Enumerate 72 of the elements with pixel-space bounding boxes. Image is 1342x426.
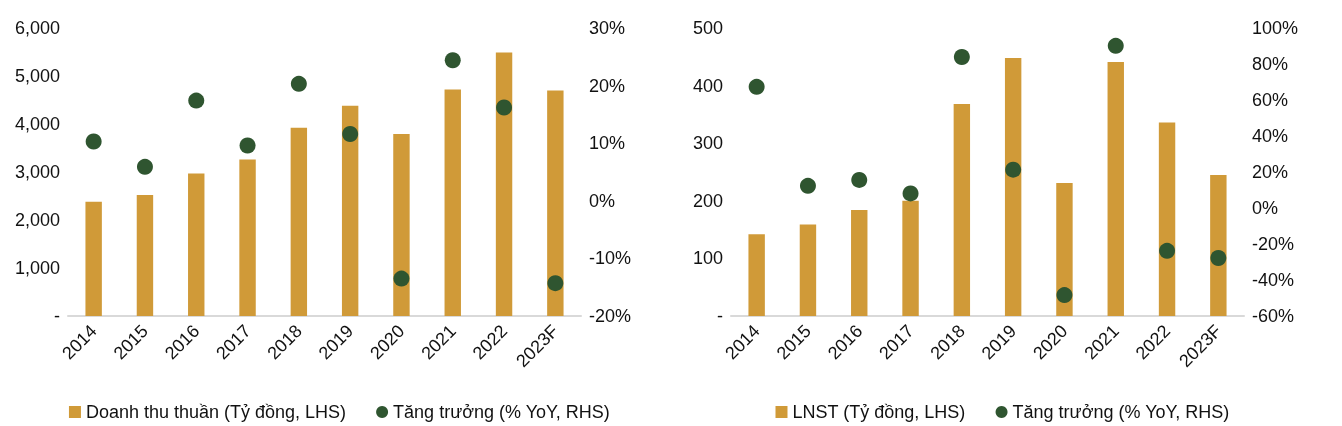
y-tick-label: 2,000 bbox=[14, 210, 60, 230]
bar bbox=[1210, 174, 1227, 316]
y-tick-label: 5,000 bbox=[14, 66, 60, 86]
bar bbox=[902, 200, 919, 316]
y2-tick-label: 0% bbox=[589, 190, 616, 211]
bar bbox=[290, 127, 308, 316]
y-tick-label: 500 bbox=[692, 18, 723, 38]
point bbox=[902, 185, 919, 202]
bar bbox=[239, 159, 256, 316]
y-tick-label: 300 bbox=[692, 133, 723, 154]
y-tick-label: 400 bbox=[692, 75, 723, 96]
bar bbox=[1004, 57, 1022, 316]
bar bbox=[136, 195, 154, 316]
y2-tick-label: 60% bbox=[1252, 90, 1289, 110]
y2-tick-label: -40% bbox=[1252, 270, 1295, 290]
y2-tick-label: 20% bbox=[1252, 162, 1289, 182]
bar bbox=[85, 201, 102, 316]
bar bbox=[341, 105, 359, 316]
bar bbox=[188, 173, 205, 316]
y2-tick-label: 30% bbox=[589, 18, 626, 38]
point bbox=[799, 177, 816, 194]
y2-tick-label: -20% bbox=[589, 306, 632, 326]
y2-tick-label: 10% bbox=[589, 133, 626, 154]
point bbox=[444, 52, 461, 69]
point bbox=[748, 78, 765, 95]
bar bbox=[393, 134, 410, 316]
point bbox=[85, 133, 102, 150]
bar bbox=[953, 104, 971, 316]
point bbox=[851, 171, 868, 188]
y2-tick-label: -10% bbox=[589, 248, 632, 269]
bar bbox=[547, 90, 564, 316]
bar bbox=[495, 52, 513, 316]
bar bbox=[1158, 122, 1176, 316]
y-tick-label: 100 bbox=[692, 248, 723, 269]
y2-tick-label: 100% bbox=[1252, 18, 1299, 38]
point bbox=[1210, 250, 1227, 267]
y-tick-label: 3,000 bbox=[14, 162, 60, 182]
bar bbox=[851, 210, 868, 316]
y2-tick-label: 0% bbox=[1252, 198, 1279, 218]
legend-label: Tăng trưởng (% YoY, RHS) bbox=[1012, 402, 1230, 422]
point bbox=[953, 48, 970, 65]
point bbox=[393, 270, 410, 287]
y-tick-label: 4,000 bbox=[14, 114, 60, 134]
point bbox=[188, 92, 205, 109]
point bbox=[290, 75, 307, 92]
bar bbox=[748, 234, 765, 316]
y2-tick-label: -20% bbox=[1252, 234, 1295, 254]
legend-label: Doanh thu thuần (Tỷ đồng, LHS) bbox=[85, 402, 347, 422]
y2-tick-label: -60% bbox=[1252, 306, 1295, 326]
point bbox=[239, 137, 256, 154]
legend-label: LNST (Tỷ đồng, LHS) bbox=[792, 402, 966, 422]
point bbox=[1005, 161, 1022, 178]
point bbox=[496, 99, 513, 116]
y-tick-label: - bbox=[717, 306, 723, 326]
point bbox=[1056, 287, 1073, 304]
point bbox=[136, 158, 153, 175]
y-tick-label: 200 bbox=[692, 190, 723, 211]
y2-tick-label: 80% bbox=[1252, 54, 1289, 74]
point bbox=[342, 125, 359, 142]
bar bbox=[444, 89, 461, 316]
y2-tick-label: 20% bbox=[589, 75, 626, 96]
y2-tick-label: 40% bbox=[1252, 126, 1289, 146]
legend-label: Tăng trưởng (% YoY, RHS) bbox=[393, 402, 610, 422]
bar bbox=[799, 224, 817, 316]
y-tick-label: 6,000 bbox=[14, 18, 60, 38]
point bbox=[1159, 242, 1176, 259]
point bbox=[547, 275, 564, 292]
bar bbox=[1107, 61, 1124, 316]
point bbox=[1107, 37, 1124, 54]
y-tick-label: - bbox=[54, 306, 60, 326]
y-tick-label: 1,000 bbox=[14, 258, 60, 278]
bar bbox=[1056, 182, 1073, 316]
